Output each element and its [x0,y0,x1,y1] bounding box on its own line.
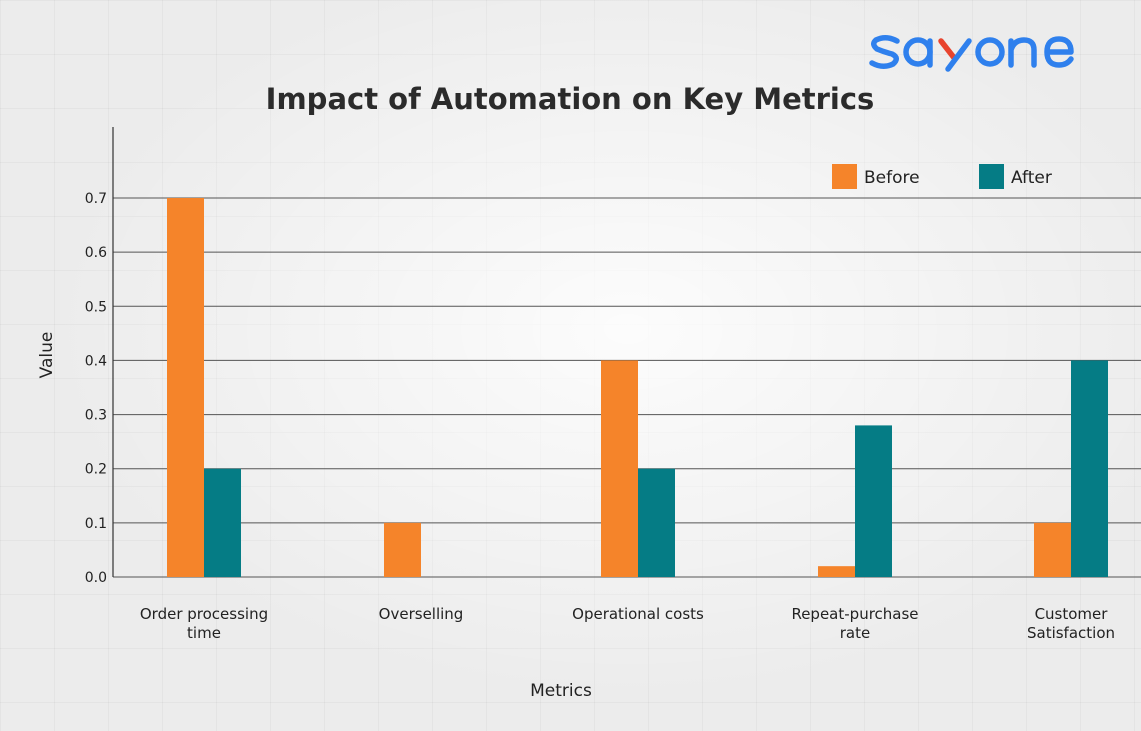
category-label: Operational costs [572,605,704,623]
bar-after-3 [855,425,892,577]
category-label: rate [840,624,870,642]
category-label: Overselling [379,605,464,623]
x-axis-label: Metrics [530,681,592,701]
legend: Before After [832,164,1052,189]
y-tick-label: 0.1 [85,516,107,532]
bar-after-4 [1071,360,1108,577]
y-axis-label: Value [37,332,57,379]
category-label: Order processing [140,605,268,623]
bar-before-2 [601,360,638,577]
bar-after-2 [638,468,675,577]
sayone-logo [866,22,1086,83]
y-tick-labels: 0.0 0.1 0.2 0.3 0.4 0.5 0.6 0.7 [85,191,107,586]
category-label: time [187,624,221,642]
category-label: Customer [1035,605,1109,623]
y-tick-label: 0.2 [85,462,107,478]
category-label: Satisfaction [1027,624,1115,642]
y-tick-label: 0.3 [85,408,107,424]
legend-swatch-after [979,164,1004,189]
y-tick-label: 0.5 [85,299,107,315]
y-tick-label: 0.6 [85,245,107,261]
bar-before-3 [818,566,855,577]
legend-swatch-before [832,164,857,189]
y-tick-label: 0.4 [85,353,107,369]
bar-before-4 [1034,522,1071,577]
bar-after-0 [204,468,241,577]
y-tick-label: 0.7 [85,191,107,207]
y-tick-label: 0.0 [85,570,107,586]
legend-label-before: Before [864,168,920,188]
legend-label-after: After [1011,168,1052,188]
chart-title: Impact of Automation on Key Metrics [266,82,875,116]
bar-before-0 [167,198,204,577]
bars [167,198,1108,577]
bar-before-1 [384,522,421,577]
category-label: Repeat-purchase [791,605,918,623]
